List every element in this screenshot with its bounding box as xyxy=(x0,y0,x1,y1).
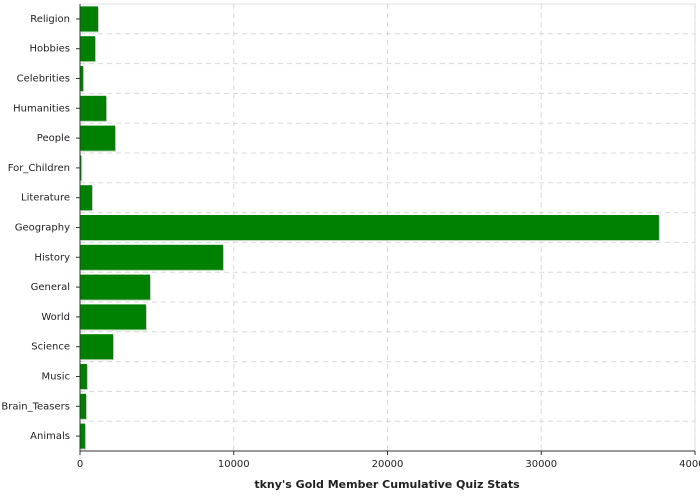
y-tick-label: Celebrities xyxy=(17,74,70,85)
y-tick-label: Geography xyxy=(15,223,70,234)
bar xyxy=(80,65,84,92)
bar xyxy=(80,125,116,151)
y-tick-label: Religion xyxy=(30,14,70,25)
bar xyxy=(80,393,86,419)
y-tick-label: People xyxy=(37,133,70,144)
bar-shadow xyxy=(81,156,83,182)
y-tick-label: Science xyxy=(31,342,70,353)
y-tick-label: General xyxy=(31,282,70,293)
bar xyxy=(80,423,86,449)
bar xyxy=(80,185,92,211)
x-tick-label: 10000 xyxy=(218,459,250,470)
bar xyxy=(80,95,107,121)
y-tick-label: Animals xyxy=(30,431,70,442)
bar xyxy=(80,334,114,360)
bar xyxy=(80,155,82,181)
bar xyxy=(80,363,87,390)
y-tick-label: Literature xyxy=(21,193,70,204)
bar xyxy=(80,244,223,270)
y-tick-label: World xyxy=(41,312,70,323)
y-tick-label: Hobbies xyxy=(30,44,70,55)
bar xyxy=(80,274,150,300)
y-tick-label: Music xyxy=(42,372,70,383)
y-tick-label: Humanities xyxy=(13,103,70,114)
x-axis-label: tkny's Gold Member Cumulative Quiz Stats xyxy=(254,478,520,491)
x-tick-label: 30000 xyxy=(525,459,557,470)
y-tick-label: For_Children xyxy=(8,163,70,174)
bar xyxy=(80,214,659,241)
y-tick-label: History xyxy=(34,252,70,263)
x-tick-label: 40000 xyxy=(679,459,700,470)
y-tick-label: Brain_Teasers xyxy=(1,401,70,412)
bar xyxy=(80,6,98,32)
x-tick-label: 0 xyxy=(77,459,83,470)
bar xyxy=(80,36,96,62)
bar xyxy=(80,304,146,330)
x-tick-label: 20000 xyxy=(372,459,404,470)
